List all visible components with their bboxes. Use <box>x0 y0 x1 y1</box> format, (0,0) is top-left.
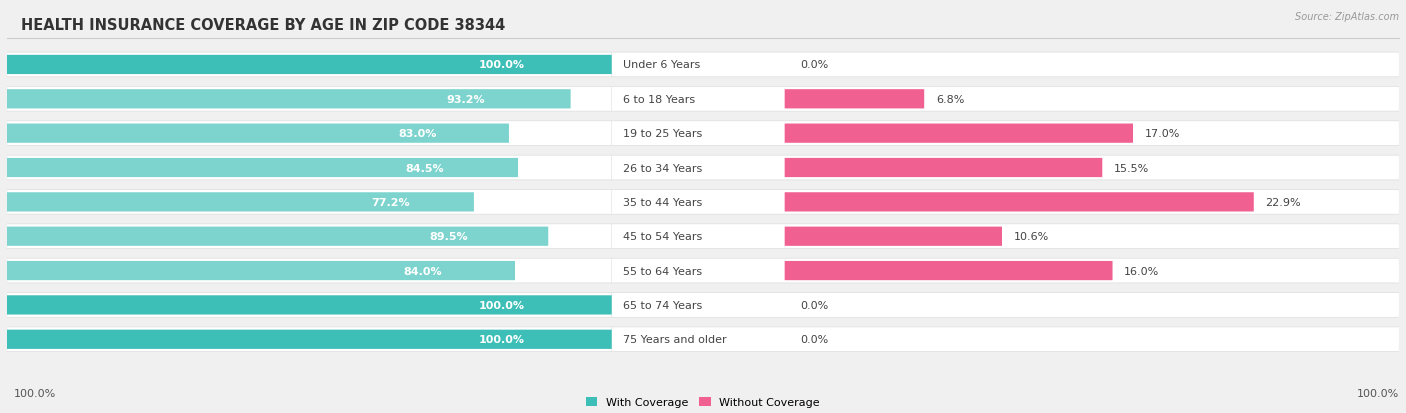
Text: 45 to 54 Years: 45 to 54 Years <box>623 232 703 242</box>
Text: 15.5%: 15.5% <box>1114 163 1149 173</box>
Text: 22.9%: 22.9% <box>1265 197 1301 207</box>
FancyBboxPatch shape <box>785 227 1002 246</box>
FancyBboxPatch shape <box>612 327 1399 352</box>
FancyBboxPatch shape <box>7 227 548 246</box>
Text: 0.0%: 0.0% <box>800 300 828 310</box>
Text: 100.0%: 100.0% <box>478 60 524 70</box>
FancyBboxPatch shape <box>612 121 1399 146</box>
Text: 35 to 44 Years: 35 to 44 Years <box>623 197 703 207</box>
Text: 89.5%: 89.5% <box>429 232 468 242</box>
Text: 65 to 74 Years: 65 to 74 Years <box>623 300 703 310</box>
Text: 75 Years and older: 75 Years and older <box>623 335 727 344</box>
Text: 77.2%: 77.2% <box>371 197 409 207</box>
FancyBboxPatch shape <box>785 124 1133 143</box>
Text: 6 to 18 Years: 6 to 18 Years <box>623 95 696 104</box>
FancyBboxPatch shape <box>7 293 612 318</box>
Text: 84.0%: 84.0% <box>404 266 441 276</box>
Text: Source: ZipAtlas.com: Source: ZipAtlas.com <box>1295 12 1399 22</box>
FancyBboxPatch shape <box>7 296 612 315</box>
FancyBboxPatch shape <box>612 293 1399 318</box>
FancyBboxPatch shape <box>7 87 612 112</box>
Text: 6.8%: 6.8% <box>936 95 965 104</box>
FancyBboxPatch shape <box>7 156 612 180</box>
FancyBboxPatch shape <box>785 90 924 109</box>
Legend: With Coverage, Without Coverage: With Coverage, Without Coverage <box>586 397 820 408</box>
FancyBboxPatch shape <box>7 124 509 143</box>
FancyBboxPatch shape <box>612 259 1399 283</box>
FancyBboxPatch shape <box>7 330 612 349</box>
FancyBboxPatch shape <box>7 56 612 75</box>
Text: 83.0%: 83.0% <box>398 129 437 139</box>
Text: 55 to 64 Years: 55 to 64 Years <box>623 266 703 276</box>
Text: Under 6 Years: Under 6 Years <box>623 60 700 70</box>
FancyBboxPatch shape <box>785 261 1112 280</box>
FancyBboxPatch shape <box>7 327 612 352</box>
Text: 0.0%: 0.0% <box>800 335 828 344</box>
Text: 19 to 25 Years: 19 to 25 Years <box>623 129 703 139</box>
FancyBboxPatch shape <box>785 159 1102 178</box>
FancyBboxPatch shape <box>7 53 612 78</box>
FancyBboxPatch shape <box>612 190 1399 215</box>
Text: 26 to 34 Years: 26 to 34 Years <box>623 163 703 173</box>
FancyBboxPatch shape <box>612 87 1399 112</box>
FancyBboxPatch shape <box>785 193 1254 212</box>
FancyBboxPatch shape <box>7 190 612 215</box>
Text: 100.0%: 100.0% <box>478 335 524 344</box>
Text: 10.6%: 10.6% <box>1014 232 1049 242</box>
FancyBboxPatch shape <box>7 121 612 146</box>
Text: 93.2%: 93.2% <box>447 95 485 104</box>
FancyBboxPatch shape <box>7 159 517 178</box>
Text: HEALTH INSURANCE COVERAGE BY AGE IN ZIP CODE 38344: HEALTH INSURANCE COVERAGE BY AGE IN ZIP … <box>21 18 505 33</box>
FancyBboxPatch shape <box>612 224 1399 249</box>
FancyBboxPatch shape <box>612 156 1399 180</box>
Text: 17.0%: 17.0% <box>1144 129 1180 139</box>
FancyBboxPatch shape <box>7 224 612 249</box>
Text: 100.0%: 100.0% <box>1357 388 1399 398</box>
Text: 100.0%: 100.0% <box>478 300 524 310</box>
Text: 16.0%: 16.0% <box>1125 266 1160 276</box>
FancyBboxPatch shape <box>612 53 1399 78</box>
Text: 100.0%: 100.0% <box>14 388 56 398</box>
FancyBboxPatch shape <box>7 261 515 280</box>
Text: 0.0%: 0.0% <box>800 60 828 70</box>
FancyBboxPatch shape <box>7 193 474 212</box>
FancyBboxPatch shape <box>7 90 571 109</box>
FancyBboxPatch shape <box>7 259 612 283</box>
Text: 84.5%: 84.5% <box>405 163 444 173</box>
